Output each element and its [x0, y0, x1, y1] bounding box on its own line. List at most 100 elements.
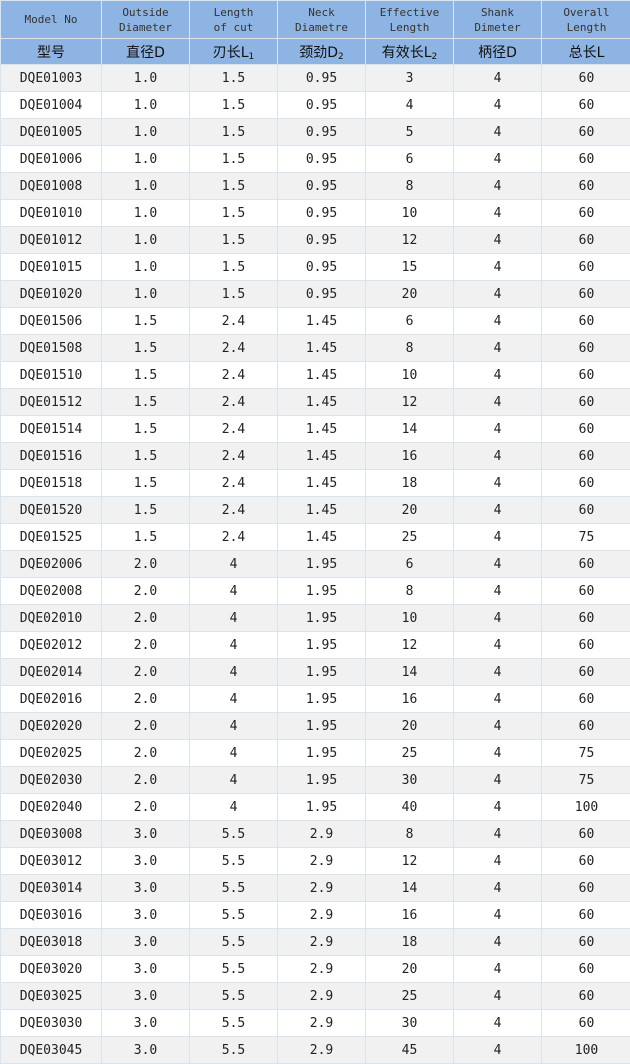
- cell-overall-length: 60: [541, 442, 630, 470]
- table-row: DQE01015 1.0 1.5 0.95 15 4 60: [0, 253, 630, 281]
- header-overall-length: Overall Length: [541, 0, 630, 39]
- cell-effective-length: 8: [365, 577, 454, 605]
- cell-neck-diameter: 1.95: [277, 550, 366, 578]
- header-cn-length-of-cut: 刃长L1: [189, 38, 278, 65]
- table-row: DQE03025 3.0 5.5 2.9 25 4 60: [0, 982, 630, 1010]
- table-row: DQE02040 2.0 4 1.95 40 4 100: [0, 793, 630, 821]
- table-row: DQE03030 3.0 5.5 2.9 30 4 60: [0, 1009, 630, 1037]
- table-row: DQE02030 2.0 4 1.95 30 4 75: [0, 766, 630, 794]
- cell-neck-diameter: 0.95: [277, 64, 366, 92]
- cell-outside-diameter: 2.0: [101, 550, 190, 578]
- cell-effective-length: 10: [365, 604, 454, 632]
- cell-shank-diameter: 4: [453, 361, 542, 389]
- header-cn-shank-diameter: 柄径D: [453, 38, 542, 65]
- cell-shank-diameter: 4: [453, 334, 542, 362]
- cell-effective-length: 10: [365, 361, 454, 389]
- cell-outside-diameter: 1.5: [101, 334, 190, 362]
- cell-outside-diameter: 1.5: [101, 496, 190, 524]
- cell-neck-diameter: 0.95: [277, 253, 366, 281]
- cell-overall-length: 60: [541, 496, 630, 524]
- cell-length-of-cut: 4: [189, 766, 278, 794]
- cell-overall-length: 60: [541, 307, 630, 335]
- cell-model-no: DQE01518: [0, 469, 102, 497]
- header-cn-label: 直径D: [126, 44, 165, 61]
- cell-model-no: DQE01510: [0, 361, 102, 389]
- cell-model-no: DQE01005: [0, 118, 102, 146]
- header-cn-model-no: 型号: [0, 38, 102, 65]
- cell-model-no: DQE02012: [0, 631, 102, 659]
- cell-shank-diameter: 4: [453, 523, 542, 551]
- cell-neck-diameter: 1.95: [277, 739, 366, 767]
- table-row: DQE02012 2.0 4 1.95 12 4 60: [0, 631, 630, 659]
- cell-neck-diameter: 0.95: [277, 118, 366, 146]
- table-row: DQE02014 2.0 4 1.95 14 4 60: [0, 658, 630, 686]
- cell-neck-diameter: 1.45: [277, 469, 366, 497]
- header-cn-effective-length: 有效长L2: [365, 38, 454, 65]
- cell-overall-length: 60: [541, 982, 630, 1010]
- header-cn-overall-length: 总长L: [541, 38, 630, 65]
- cell-overall-length: 60: [541, 901, 630, 929]
- header-effective-length: Effective Length: [365, 0, 454, 39]
- header-cn-label: 型号: [37, 44, 65, 61]
- table-row: DQE03016 3.0 5.5 2.9 16 4 60: [0, 901, 630, 929]
- cell-model-no: DQE02014: [0, 658, 102, 686]
- cell-model-no: DQE03025: [0, 982, 102, 1010]
- cell-overall-length: 60: [541, 955, 630, 983]
- table-row: DQE02006 2.0 4 1.95 6 4 60: [0, 550, 630, 578]
- cell-neck-diameter: 1.95: [277, 658, 366, 686]
- cell-outside-diameter: 3.0: [101, 820, 190, 848]
- cell-effective-length: 8: [365, 172, 454, 200]
- cell-neck-diameter: 1.45: [277, 307, 366, 335]
- cell-outside-diameter: 1.0: [101, 172, 190, 200]
- cell-outside-diameter: 2.0: [101, 712, 190, 740]
- header-row-english: Model No Outside Diameter Length of cut Nec…: [0, 0, 630, 39]
- cell-effective-length: 14: [365, 874, 454, 902]
- cell-overall-length: 60: [541, 226, 630, 254]
- cell-effective-length: 45: [365, 1036, 454, 1064]
- cell-neck-diameter: 2.9: [277, 847, 366, 875]
- cell-shank-diameter: 4: [453, 631, 542, 659]
- cell-neck-diameter: 1.45: [277, 361, 366, 389]
- cell-neck-diameter: 2.9: [277, 820, 366, 848]
- cell-effective-length: 20: [365, 496, 454, 524]
- header-cn-label: 颈劲D: [299, 44, 339, 61]
- cell-length-of-cut: 1.5: [189, 145, 278, 173]
- cell-outside-diameter: 3.0: [101, 1009, 190, 1037]
- table-row: DQE03045 3.0 5.5 2.9 45 4 100: [0, 1036, 630, 1064]
- cell-effective-length: 8: [365, 334, 454, 362]
- cell-effective-length: 30: [365, 766, 454, 794]
- cell-outside-diameter: 1.5: [101, 442, 190, 470]
- cell-neck-diameter: 1.95: [277, 793, 366, 821]
- cell-overall-length: 60: [541, 334, 630, 362]
- table-row: DQE02020 2.0 4 1.95 20 4 60: [0, 712, 630, 740]
- cell-outside-diameter: 1.5: [101, 361, 190, 389]
- cell-shank-diameter: 4: [453, 685, 542, 713]
- cell-length-of-cut: 2.4: [189, 415, 278, 443]
- cell-neck-diameter: 1.95: [277, 685, 366, 713]
- cell-outside-diameter: 2.0: [101, 793, 190, 821]
- cell-overall-length: 60: [541, 199, 630, 227]
- cell-model-no: DQE01508: [0, 334, 102, 362]
- table-row: DQE03008 3.0 5.5 2.9 8 4 60: [0, 820, 630, 848]
- cell-length-of-cut: 1.5: [189, 64, 278, 92]
- table-row: DQE01510 1.5 2.4 1.45 10 4 60: [0, 361, 630, 389]
- cell-effective-length: 12: [365, 226, 454, 254]
- cell-model-no: DQE03014: [0, 874, 102, 902]
- cell-neck-diameter: 2.9: [277, 901, 366, 929]
- cell-effective-length: 16: [365, 685, 454, 713]
- cell-outside-diameter: 1.5: [101, 307, 190, 335]
- table-row: DQE02025 2.0 4 1.95 25 4 75: [0, 739, 630, 767]
- cell-outside-diameter: 1.5: [101, 388, 190, 416]
- cell-overall-length: 60: [541, 1009, 630, 1037]
- cell-shank-diameter: 4: [453, 199, 542, 227]
- cell-outside-diameter: 1.0: [101, 145, 190, 173]
- cell-effective-length: 5: [365, 118, 454, 146]
- cell-effective-length: 16: [365, 442, 454, 470]
- cell-overall-length: 75: [541, 766, 630, 794]
- table-row: DQE01514 1.5 2.4 1.45 14 4 60: [0, 415, 630, 443]
- cell-shank-diameter: 4: [453, 442, 542, 470]
- cell-length-of-cut: 5.5: [189, 955, 278, 983]
- cell-neck-diameter: 0.95: [277, 145, 366, 173]
- table-row: DQE01516 1.5 2.4 1.45 16 4 60: [0, 442, 630, 470]
- cell-neck-diameter: 1.95: [277, 577, 366, 605]
